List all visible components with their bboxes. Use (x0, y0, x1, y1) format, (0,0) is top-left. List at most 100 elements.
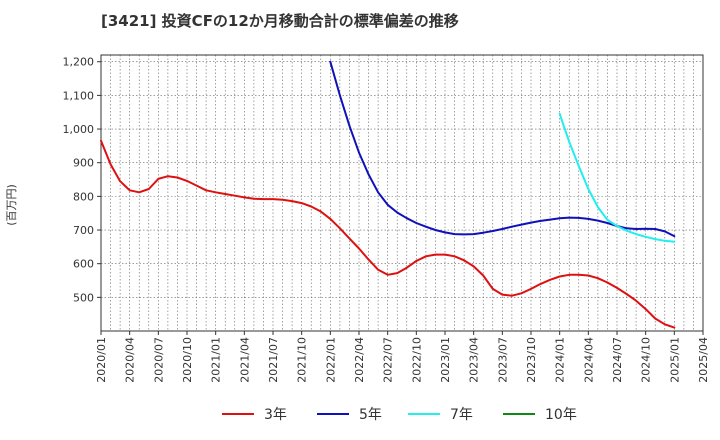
series-0-point (415, 260, 418, 262)
series-1-point (348, 124, 351, 127)
series-0-point (281, 198, 284, 201)
x-tick-label: 2022/07 (382, 337, 395, 383)
series-2-point (616, 225, 618, 227)
series-0-point (186, 180, 188, 182)
x-tick-label: 2020/10 (181, 337, 194, 383)
series-2-point (568, 140, 571, 143)
x-tick-label: 2021/04 (238, 337, 251, 383)
x-tick-label: 2020/04 (124, 337, 137, 383)
series-1-point (663, 230, 666, 233)
x-tick-label: 2023/04 (468, 337, 481, 383)
series-1-point (625, 227, 628, 230)
series-1-point (539, 220, 542, 222)
series-0-point (625, 293, 628, 295)
y-tick-label: 700 (73, 224, 94, 237)
series-1-point (530, 221, 532, 224)
series-0-point (396, 272, 399, 274)
series-0-point (253, 197, 255, 200)
x-tick-label: 2023/10 (525, 337, 538, 383)
y-axis-title: (百万円) (5, 184, 18, 226)
x-tick-label: 2021/01 (210, 337, 223, 383)
grid (100, 55, 704, 331)
y-tick-label: 500 (73, 291, 94, 304)
series-0-point (444, 253, 446, 256)
series-1-point (491, 230, 494, 232)
series-2-point (597, 206, 599, 209)
series-0-point (300, 202, 303, 205)
series-0-point (176, 176, 179, 179)
series-0-point (224, 193, 227, 195)
series-0-point (128, 189, 131, 192)
chart-title: [3421] 投資CFの12か月移動合計の標準偏差の推移 (101, 12, 459, 30)
series-0-point (482, 274, 485, 277)
series-0-point (100, 139, 102, 142)
series-0-point (167, 175, 169, 178)
x-tick-label: 2024/04 (582, 337, 595, 383)
series-2-point (635, 233, 637, 236)
series-0-point (663, 323, 666, 326)
x-tick-label: 2021/07 (267, 337, 280, 383)
x-tick-label: 2022/04 (353, 337, 366, 383)
series-0-point (147, 188, 150, 190)
series-0-point (386, 273, 389, 276)
series-0-point (214, 191, 217, 194)
plot-frame (100, 54, 704, 332)
series-0-point (491, 288, 494, 290)
series-0-point (635, 299, 637, 302)
y-tick-label: 1,200 (63, 56, 95, 69)
legend-label-3: 10年 (545, 407, 577, 423)
series-0-point (434, 253, 437, 256)
x-tick-label: 2022/01 (324, 337, 337, 383)
series-1-point (463, 233, 465, 236)
x-tick-label: 2024/10 (640, 337, 653, 383)
series-0-point (530, 288, 532, 290)
x-tick-label: 2020/07 (152, 337, 165, 383)
x-tick-label: 2024/07 (611, 337, 624, 383)
series-1-point (587, 218, 590, 220)
series-2-point (654, 238, 657, 241)
series-0-point (673, 326, 676, 329)
series-0-point (453, 255, 456, 258)
y-tick-label: 800 (73, 190, 94, 203)
x-tick-label: 2023/01 (439, 337, 452, 383)
series-1-point (558, 217, 561, 220)
series-1-point (367, 173, 370, 176)
legend: 3年 5年 7年 10年 (222, 407, 577, 423)
x-tick-label: 2025/04 (697, 337, 710, 383)
series-0-point (138, 191, 141, 194)
axes: 500 600 700 800 900 1,000 1,100 1,200 2020/01 202… (63, 54, 710, 383)
series-0-point (616, 287, 618, 289)
series-1-point (425, 225, 427, 228)
series-0-point (425, 255, 427, 258)
legend-label-0: 3年 (264, 407, 287, 423)
series-2-point (625, 229, 628, 232)
series-0-point (109, 163, 112, 166)
series-0-point (577, 273, 580, 276)
series-0-point (501, 293, 504, 296)
series-0-point (644, 308, 647, 310)
series-0-point (339, 227, 341, 230)
series-lines (100, 60, 676, 329)
series-0-point (558, 275, 561, 278)
series-1-point (339, 94, 341, 97)
series-0-point (319, 210, 322, 213)
series-1-point (635, 228, 637, 230)
series-2-point (558, 113, 561, 115)
series-1-point (644, 227, 647, 230)
series-2-point (587, 188, 590, 190)
series-1-point (654, 228, 657, 230)
series-0-point (606, 281, 609, 284)
series-0-point (367, 258, 370, 261)
series-2-point (644, 235, 647, 238)
series-0-point (597, 277, 599, 280)
series-1-point (444, 231, 446, 234)
series-1-point (549, 218, 551, 221)
series-0-point (405, 266, 408, 269)
series-0-point (195, 184, 198, 187)
series-1-point (482, 231, 485, 234)
series-0-point (348, 237, 351, 240)
series-0-point (539, 283, 542, 285)
series-0-point (262, 198, 265, 201)
legend-label-1: 5年 (359, 407, 382, 423)
series-0-point (310, 205, 313, 208)
